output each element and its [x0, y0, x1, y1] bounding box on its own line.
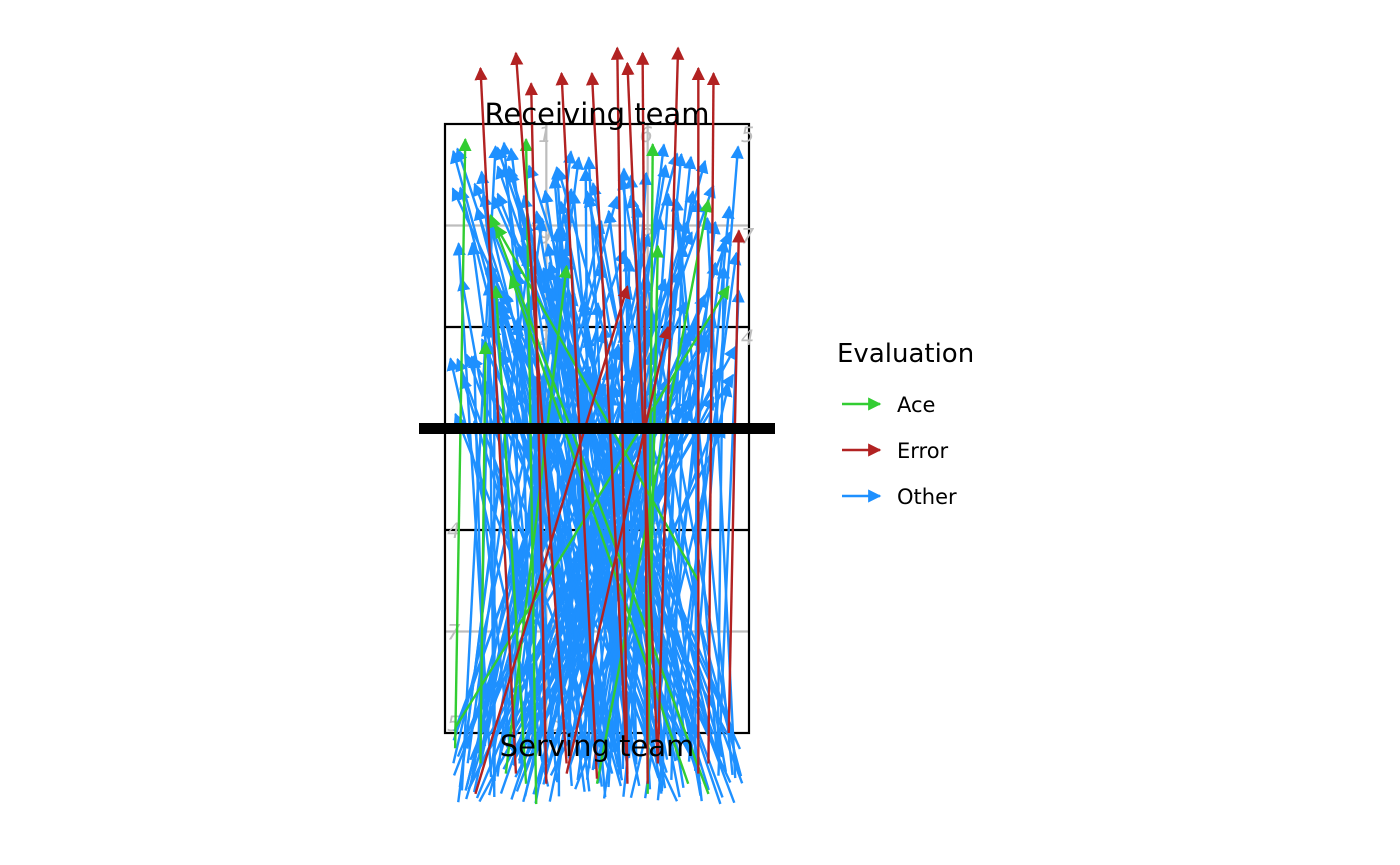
legend-label-other: Other	[897, 485, 957, 509]
other-serve-arrow	[626, 194, 740, 775]
legend: Evaluation Ace Error Other	[837, 339, 974, 509]
zone-label: 1	[538, 123, 551, 147]
ace-serve-arrow	[504, 264, 572, 774]
legend-label-error: Error	[897, 439, 949, 463]
other-serve-arrow	[513, 271, 620, 768]
legend-title: Evaluation	[837, 339, 974, 369]
other-serve-arrow	[524, 220, 691, 739]
error-serve-arrow	[610, 46, 629, 784]
error-serve-arrow	[727, 229, 746, 734]
other-serve-arrow	[542, 159, 709, 757]
legend-label-ace: Ace	[897, 393, 935, 417]
other-serve-arrow	[671, 251, 742, 741]
receiving-team-label: Receiving team	[485, 97, 710, 131]
other-serve-arrow	[622, 155, 697, 797]
ace-serve-arrow	[489, 285, 528, 784]
error-serve-arrow	[656, 46, 685, 764]
serve-arrows	[446, 46, 746, 805]
serving-team-label: Serving team	[500, 729, 695, 763]
other-serve-arrow	[467, 241, 544, 762]
ace-serve-arrow	[646, 244, 665, 764]
ace-serve-arrow	[488, 214, 710, 795]
error-serve-arrow	[621, 61, 659, 764]
other-serve-arrow	[506, 147, 591, 792]
ace-serve-arrow	[519, 137, 538, 805]
ace-serve-arrow	[478, 340, 492, 764]
zone-label: 4	[447, 519, 460, 543]
zone-label: 7	[447, 621, 461, 645]
other-serve-arrow	[556, 200, 677, 762]
error-serve-arrow	[565, 325, 672, 774]
zone-label: 7	[741, 225, 755, 249]
error-serve-arrow	[510, 51, 568, 764]
error-serve-arrow	[636, 51, 650, 784]
error-serve-arrow	[474, 66, 518, 774]
other-serve-arrow	[516, 242, 724, 798]
zone-label: 5	[741, 123, 754, 147]
error-serve-arrow	[474, 285, 631, 795]
zone-label: 4	[741, 326, 754, 350]
error-serve-arrow	[706, 71, 721, 764]
ace-serve-arrow	[453, 137, 472, 749]
